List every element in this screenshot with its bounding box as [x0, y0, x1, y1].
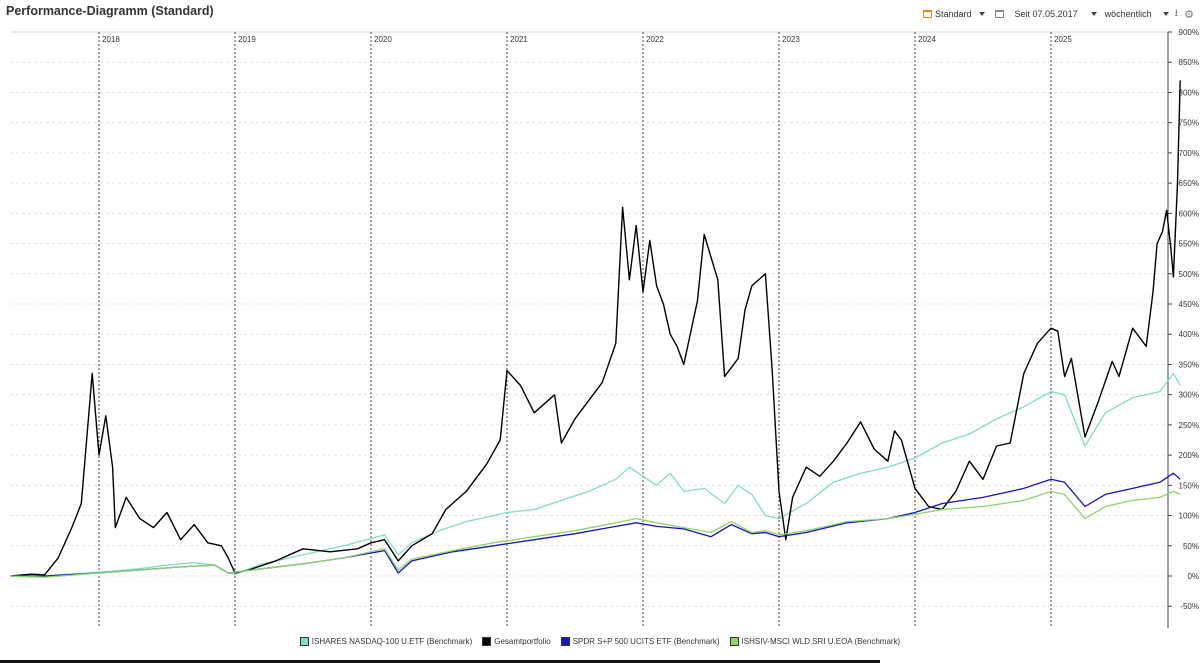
y-tick-label: 600% — [1179, 209, 1199, 218]
y-tick-label: 800% — [1179, 88, 1199, 97]
legend-label: SPDR S+P 500 UCITS ETF (Benchmark) — [572, 637, 720, 646]
series-line — [10, 80, 1181, 577]
x-tick-label: 2020 — [374, 35, 392, 44]
y-tick-label: 450% — [1179, 300, 1199, 309]
preset-dropdown[interactable]: Standard — [923, 9, 985, 19]
legend-swatch — [482, 637, 492, 646]
x-tick-label: 2018 — [102, 35, 120, 44]
legend-item[interactable]: ISHSIV-MSCI WLD.SRI U.EOA (Benchmark) — [729, 637, 901, 646]
chevron-down-icon — [978, 12, 985, 16]
download-icon[interactable]: ⭳ — [1174, 7, 1179, 19]
legend-swatch — [560, 637, 570, 646]
x-tick-label: 2024 — [918, 35, 936, 44]
chevron-down-icon — [1090, 12, 1097, 16]
x-tick-label: 2021 — [510, 35, 528, 44]
y-tick-label: 750% — [1179, 119, 1199, 128]
y-tick-label: 550% — [1179, 240, 1199, 249]
interval-dropdown[interactable]: wöchentlich — [1105, 9, 1169, 19]
series-line — [10, 490, 1181, 578]
y-tick-label: 250% — [1179, 421, 1199, 430]
y-tick-label: 900% — [1179, 28, 1199, 37]
legend-swatch — [299, 637, 309, 646]
x-tick-label: 2022 — [646, 35, 664, 44]
legend-label: ISHARES NASDAQ-100 U.ETF (Benchmark) — [311, 637, 473, 646]
chart-toolbar: Standard Seit 07.05.2017 wöchentlich ⭳ ⚙ — [923, 6, 1194, 22]
horizontal-scrollbar[interactable] — [0, 660, 880, 663]
calendar-icon — [994, 10, 1004, 18]
interval-label: wöchentlich — [1104, 9, 1152, 19]
since-date-picker[interactable]: Seit 07.05.2017 — [994, 9, 1097, 19]
legend-item[interactable]: Gesamtportfolio — [482, 637, 551, 646]
chart-legend: ISHARES NASDAQ-100 U.ETF (Benchmark) Gesa… — [0, 637, 1200, 646]
series-line — [10, 372, 1181, 578]
gear-icon[interactable]: ⚙ — [1184, 8, 1194, 21]
x-tick-label: 2019 — [238, 35, 256, 44]
y-tick-label: -50% — [1180, 602, 1199, 611]
y-tick-label: 50% — [1183, 542, 1199, 551]
y-tick-label: 300% — [1179, 391, 1199, 400]
y-tick-label: 100% — [1179, 512, 1199, 521]
y-tick-label: 500% — [1179, 270, 1199, 279]
y-tick-label: 0% — [1187, 572, 1199, 581]
y-tick-label: 350% — [1179, 360, 1199, 369]
y-tick-label: 650% — [1179, 179, 1199, 188]
chevron-down-icon — [1162, 12, 1169, 16]
page-title: Performance-Diagramm (Standard) — [6, 4, 214, 18]
performance-chart: 900% 850% 800% 750% 700% 650% 600% 550% 500% 450%… — [10, 28, 1199, 628]
y-tick-label: 150% — [1179, 481, 1199, 490]
x-tick-label: 2023 — [782, 35, 800, 44]
legend-item[interactable]: ISHARES NASDAQ-100 U.ETF (Benchmark) — [299, 637, 473, 646]
since-label: Seit 07.05.2017 — [1014, 9, 1078, 19]
legend-item[interactable]: SPDR S+P 500 UCITS ETF (Benchmark) — [560, 637, 720, 646]
preset-label: Standard — [935, 9, 972, 19]
legend-label: Gesamtportfolio — [494, 637, 551, 646]
legend-label: ISHSIV-MSCI WLD.SRI U.EOA (Benchmark) — [741, 637, 901, 646]
y-tick-label: 200% — [1179, 451, 1199, 460]
y-tick-label: 400% — [1179, 330, 1199, 339]
y-tick-label: 700% — [1179, 149, 1199, 158]
calendar-icon — [923, 10, 932, 18]
x-tick-label: 2025 — [1054, 35, 1072, 44]
legend-swatch — [729, 637, 739, 646]
y-tick-label: 850% — [1179, 58, 1199, 67]
